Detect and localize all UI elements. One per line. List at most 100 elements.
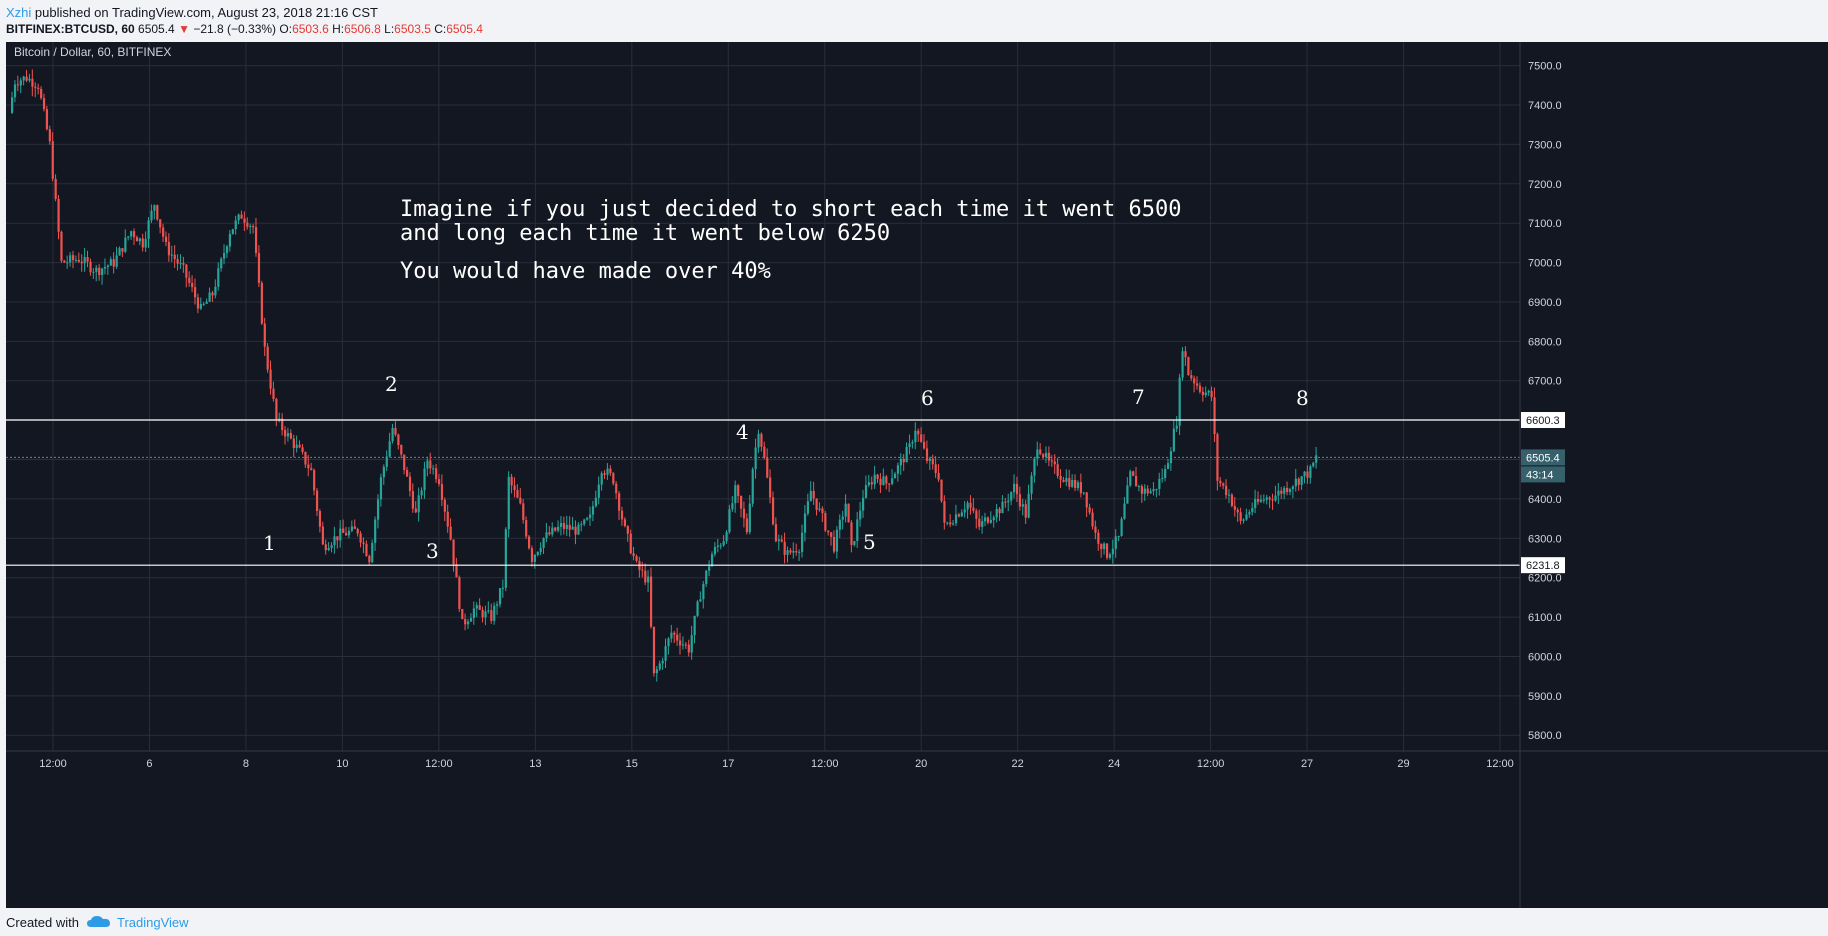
x-tick-label: 20 [915,758,927,770]
candle-body [1236,509,1239,513]
candle-body [496,604,499,606]
candle-body [530,548,534,562]
candle-body [292,438,295,449]
candle-body [862,497,865,511]
candle-body [548,532,551,535]
candle-body [818,508,821,510]
candle-body [853,541,856,545]
candlestick-chart[interactable]: 7500.0 7400.0 7300.0 7200.0 7100.0 7000.0 6900… [6,42,1828,908]
x-tick-label: 13 [529,758,541,770]
candle-body [998,508,1001,514]
candle-body [949,522,952,525]
candle-body [124,237,127,252]
candle-body [481,609,484,618]
y-tick-label: 7400.0 [1528,100,1562,112]
y-tick-label: 6400.0 [1528,494,1562,506]
marker-2: 2 [385,372,398,396]
candle-body [461,608,464,620]
candle-body [725,532,728,542]
marker-3: 3 [426,539,439,563]
candle-body [249,226,252,228]
candle-body [745,518,749,533]
candle-body [191,282,194,288]
candle-body [731,503,734,510]
candle-body [801,532,804,552]
candle-body [594,497,597,507]
candle-body [647,576,650,583]
publish-info: Xzhi published on TradingView.com, Augus… [6,5,378,20]
candle-body [339,528,342,541]
x-tick-label: 10 [336,758,348,770]
candle-body [246,222,249,227]
candle-body [925,448,929,461]
candle-body [713,546,717,555]
candle-body [789,550,792,553]
author-link[interactable]: Xzhi [6,5,32,20]
candle-body [1001,501,1004,514]
candle-body [281,418,284,430]
candle-body [170,254,173,256]
close-value: 6505.4 [446,22,483,36]
candle-body [60,231,63,261]
y-tick-label: 6800.0 [1528,336,1562,348]
candle-body [13,84,17,98]
candle-body [870,482,873,485]
candle-body [1288,489,1292,492]
candle-body [516,490,519,498]
candle-body [391,428,394,442]
candle-body [1152,489,1155,492]
candle-body [278,418,281,420]
candle-body [397,434,400,446]
candle-body [115,255,118,267]
candle-body [83,257,86,264]
y-tick-label: 6900.0 [1528,297,1562,309]
candle-body [130,231,133,237]
tradingview-link[interactable]: TradingView [116,914,189,930]
candle-body [681,644,685,646]
candle-body [943,501,946,523]
y-tick-label: 6300.0 [1528,533,1562,545]
candle-body [1204,392,1207,396]
candle-body [330,545,333,549]
candle-body [670,632,673,639]
tag-countdown-bg [1521,466,1565,483]
candle-body [946,522,949,524]
candle-body [98,267,101,275]
candle-body [981,521,984,527]
candle-body [150,210,153,221]
candle-body [969,502,972,508]
candle-body [1286,487,1289,492]
candle-body [780,539,783,542]
candle-body [940,479,943,502]
candle-body [345,532,348,536]
tradingview-cloud-logo-icon[interactable] [86,915,111,929]
candle-body [298,444,301,448]
chart-area[interactable]: 7500.0 7400.0 7300.0 7200.0 7100.0 7000.0 6900… [6,42,1828,908]
candle-body [437,479,441,485]
candle-body [1062,479,1065,482]
high-label: H: [332,22,345,36]
candle-body [975,510,978,519]
candle-body [588,514,592,519]
candle-body [693,615,696,636]
candle-body [830,532,833,537]
candle-body [1039,449,1042,455]
published-text: published on TradingView.com, August 23,… [31,5,378,20]
candle-body [690,635,693,653]
candle-body [112,259,115,267]
candle-body [1030,475,1033,494]
candle-body [559,523,563,527]
candle-body [156,205,159,220]
candle-body [196,297,200,309]
candle-body [972,507,975,511]
candle-body [411,491,415,509]
y-tick-label: 7000.0 [1528,258,1562,270]
candle-body [63,260,66,263]
candle-body [1111,548,1114,555]
candle-body [315,490,319,512]
candle-body [673,632,676,635]
candle-body [40,89,43,99]
price-change: −21.8 (−0.33%) [193,22,277,36]
candle-body [519,497,522,504]
candle-body [600,473,603,485]
